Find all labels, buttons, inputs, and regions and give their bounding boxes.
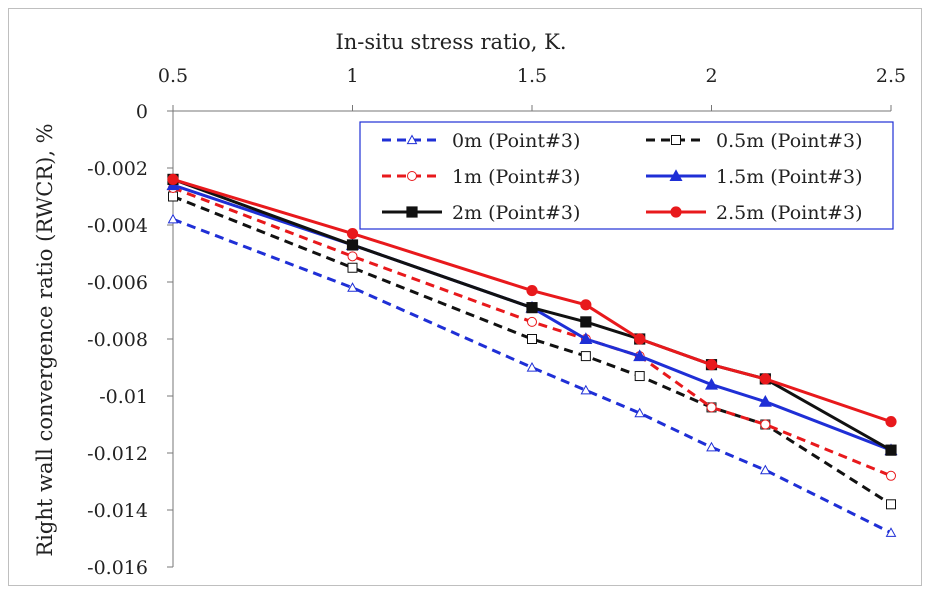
square-marker: [634, 371, 645, 382]
y-tick-label: -0.016: [87, 557, 148, 579]
legend-label: 2.5m (Point#3): [716, 202, 863, 224]
series-line: [172, 186, 892, 478]
circle-marker: [526, 284, 538, 297]
circle-marker: [347, 251, 358, 262]
legend-entry: 2.5m (Point#3): [646, 202, 863, 224]
y-axis-title: Right wall convergence ratio (RWCR), %: [33, 123, 57, 556]
series-line: [172, 177, 892, 424]
legend-entry: 0.5m (Point#3): [646, 130, 863, 152]
legend: 0m (Point#3) 0.5m (Point#3) 1m (Point#3) 1.…: [359, 121, 894, 230]
x-tick-label: 0.5: [158, 65, 188, 87]
circle-marker: [885, 416, 897, 428]
y-tick-label: -0.014: [87, 500, 148, 522]
series-2-5m-point-3: [167, 173, 897, 428]
circle-marker: [407, 171, 417, 181]
circle-marker: [759, 373, 771, 385]
triangle-marker: [580, 384, 592, 395]
circle-marker: [706, 402, 717, 413]
legend-entry: 2m (Point#3): [382, 202, 580, 224]
y-tick-label: 0: [136, 101, 148, 123]
x-tick-label: 2.5: [876, 65, 906, 87]
triangle-marker: [579, 332, 593, 344]
triangle-marker: [347, 282, 358, 292]
legend-label: 1m (Point#3): [452, 166, 580, 188]
circle-marker: [580, 299, 592, 311]
y-tick-label: -0.01: [99, 386, 148, 408]
square-marker: [580, 351, 591, 362]
square-marker: [346, 239, 359, 251]
triangle-marker: [704, 377, 719, 390]
series-line: [172, 217, 892, 535]
legend-label: 2m (Point#3): [452, 202, 580, 224]
square-marker: [406, 206, 418, 218]
axes: 0.5 1 1.5 2 2.5 0 -0.002 -0.004 -0.006 -0.008 -0.0…: [87, 65, 906, 579]
y-tick-label: -0.004: [87, 215, 148, 237]
legend-entry: 0m (Point#3): [382, 130, 580, 152]
legend-entry: 1.5m (Point#3): [646, 166, 863, 188]
circle-marker: [167, 173, 179, 185]
series-line: [172, 195, 892, 506]
series-layer: [166, 173, 898, 537]
legend-label: 0m (Point#3): [452, 130, 580, 152]
chart-frame: [8, 8, 922, 586]
square-marker: [526, 302, 538, 314]
legend-entry: 1m (Point#3): [382, 166, 580, 188]
triangle-marker: [634, 407, 646, 418]
y-tick-label: -0.002: [87, 158, 148, 180]
x-axis-title: In-situ stress ratio, K.: [335, 30, 566, 54]
square-marker: [527, 334, 537, 344]
y-tick-label: -0.006: [87, 272, 148, 294]
triangle-marker: [885, 527, 897, 537]
circle-marker: [634, 333, 646, 345]
y-tick-label: -0.008: [87, 329, 148, 351]
triangle-marker: [633, 349, 647, 362]
square-marker: [885, 444, 897, 456]
triangle-marker: [706, 441, 717, 452]
triangle-marker: [167, 213, 179, 224]
circle-marker: [346, 227, 359, 240]
x-tick-label: 1: [346, 65, 358, 87]
circle-marker: [670, 206, 682, 218]
legend-label: 1.5m (Point#3): [716, 166, 863, 188]
triangle-marker: [760, 464, 771, 475]
square-marker: [168, 191, 178, 202]
x-tick-label: 2: [705, 65, 717, 87]
circle-marker: [760, 419, 771, 430]
triangle-marker: [406, 134, 418, 145]
y-tick-label: -0.012: [87, 443, 148, 465]
x-tick-label: 1.5: [517, 65, 547, 87]
square-marker: [580, 316, 592, 328]
series-0m-point-3: [167, 213, 897, 537]
square-marker: [347, 262, 358, 273]
circle-marker: [527, 316, 537, 327]
triangle-marker: [758, 394, 772, 407]
triangle-marker: [526, 361, 538, 372]
legend-label: 0.5m (Point#3): [716, 130, 863, 152]
circle-marker: [705, 359, 718, 371]
legend-box: [359, 121, 894, 230]
triangle-marker: [669, 169, 683, 181]
circle-marker: [886, 470, 896, 481]
square-marker: [671, 135, 681, 145]
square-marker: [886, 499, 896, 510]
series-0-5m-point-3: [168, 191, 896, 510]
